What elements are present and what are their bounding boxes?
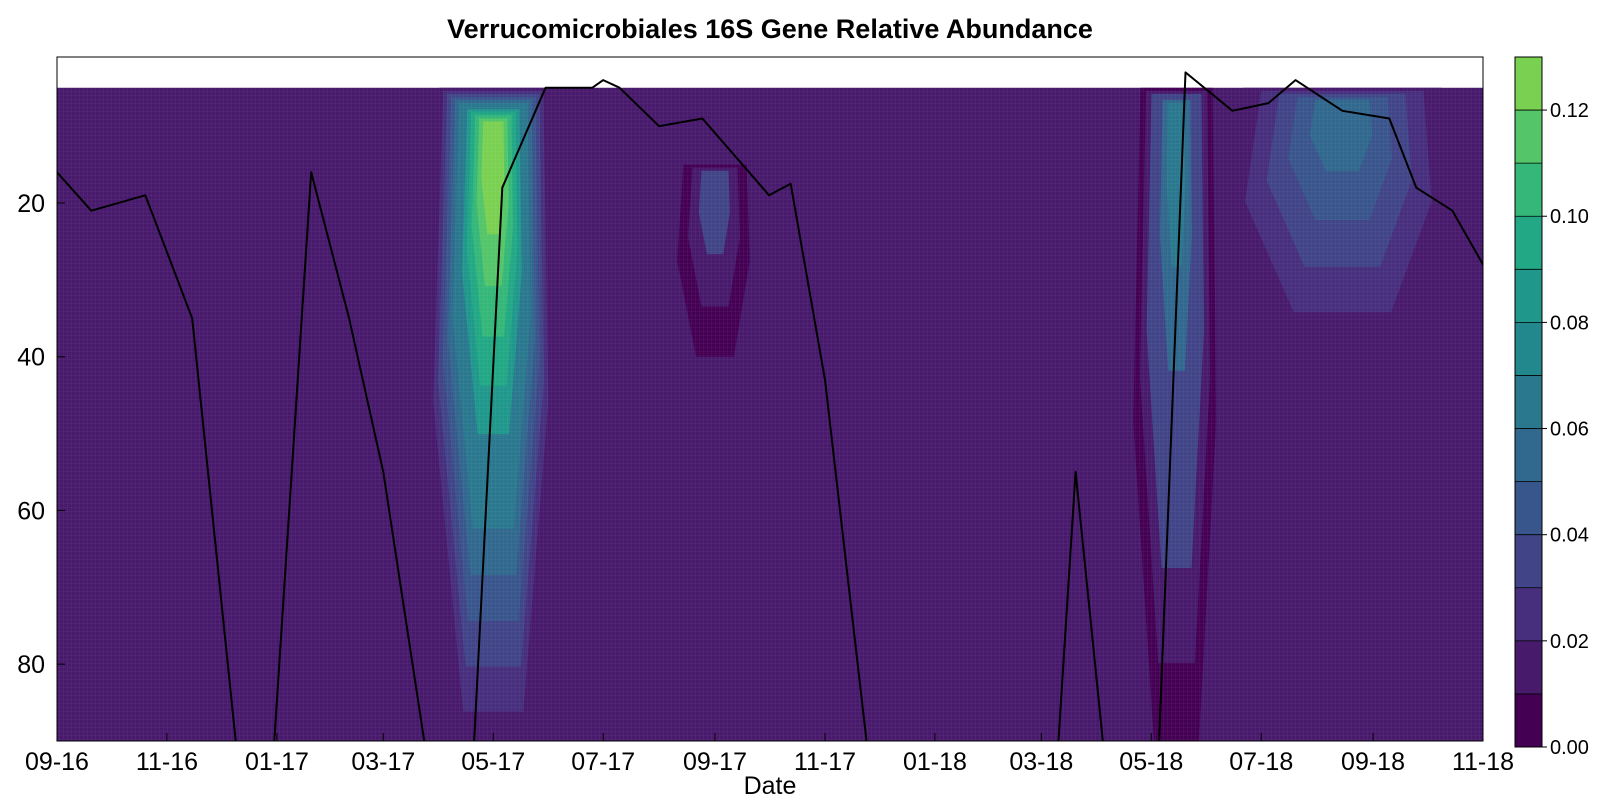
x-tick-label: 11-16 — [136, 748, 198, 776]
heatmap-grid-overlay — [57, 57, 1483, 741]
colorbar-band — [1515, 428, 1542, 482]
x-tick-label: 07-17 — [571, 748, 635, 776]
colorbar-band — [1515, 693, 1542, 747]
colorbar-band — [1515, 587, 1542, 641]
colorbar-tick-label: 0.10 — [1550, 206, 1589, 228]
colorbar-band — [1515, 110, 1542, 164]
x-axis-label: Date — [744, 772, 797, 800]
x-tick-label: 09-17 — [683, 748, 747, 776]
colorbar-band — [1515, 481, 1542, 535]
x-tick-label: 05-18 — [1119, 748, 1183, 776]
colorbar-band — [1515, 216, 1542, 270]
y-tick-label: 20 — [17, 190, 45, 218]
x-tick-label: 05-17 — [461, 748, 525, 776]
colorbar-tick-label: 0.08 — [1550, 312, 1589, 334]
chart-title: Verrucomicrobiales 16S Gene Relative Abu… — [447, 14, 1093, 44]
colorbar-band — [1515, 163, 1542, 217]
y-tick-label: 60 — [17, 497, 45, 525]
x-axis: 09-16 11-16 01-17 03-17 05-17 07-17 09-17 11-17… — [25, 733, 1514, 776]
y-axis: 20 40 60 80 — [17, 190, 65, 679]
colorbar-tick-label: 0.02 — [1550, 631, 1589, 653]
x-tick-label: 03-17 — [351, 748, 415, 776]
y-tick-label: 80 — [17, 651, 45, 679]
y-tick-label: 40 — [17, 344, 45, 372]
colorbar-tick-label: 0.06 — [1550, 419, 1589, 441]
x-tick-label: 09-16 — [25, 748, 89, 776]
x-tick-label: 09-18 — [1341, 748, 1405, 776]
colorbar-band — [1515, 640, 1542, 694]
colorbar-frame — [1514, 56, 1543, 748]
x-tick-label: 01-17 — [245, 748, 309, 776]
colorbar-tick-label: 0.04 — [1550, 525, 1589, 547]
colorbar-tick-label: 0.12 — [1550, 100, 1589, 122]
plot-frame — [56, 56, 1484, 742]
colorbar: 0.00 0.02 0.04 0.06 0.08 0.10 0.12 — [1514, 56, 1589, 759]
colorbar-band — [1515, 375, 1542, 429]
colorbar-band — [1515, 57, 1542, 111]
colorbar-band — [1515, 534, 1542, 588]
colorbar-band — [1515, 269, 1542, 323]
line-layer — [57, 71, 1483, 741]
heatmap-area — [57, 57, 1483, 741]
line-series — [57, 71, 1483, 741]
colorbar-band — [1515, 322, 1542, 376]
colorbar-tick-label: 0.00 — [1550, 737, 1589, 759]
x-tick-label: 11-18 — [1452, 748, 1514, 776]
x-tick-label: 07-18 — [1229, 748, 1293, 776]
x-tick-label: 03-18 — [1009, 748, 1073, 776]
x-tick-label: 01-18 — [903, 748, 967, 776]
x-tick-label: 11-17 — [794, 748, 856, 776]
